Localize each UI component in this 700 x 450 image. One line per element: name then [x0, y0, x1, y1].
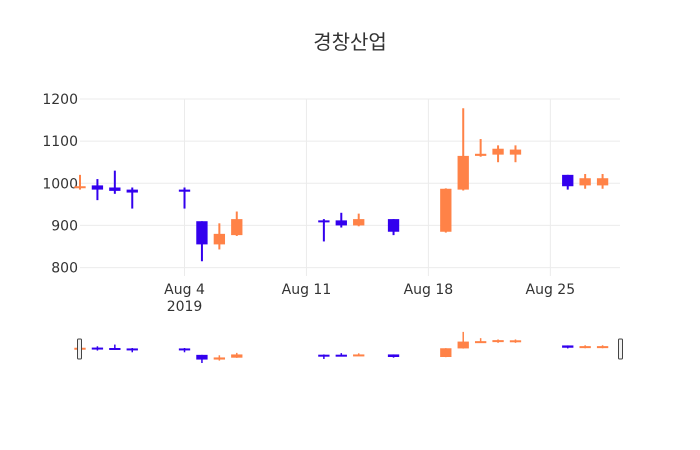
slider-candle-up	[457, 331, 469, 349]
candle-body	[213, 233, 226, 245]
x-tick-label: Aug 4	[164, 282, 205, 298]
candle-body	[109, 348, 121, 350]
candle-body	[509, 340, 522, 343]
candle-body	[91, 185, 104, 190]
slider-candle-up	[596, 345, 609, 349]
candle-body	[178, 189, 191, 192]
y-tick-label: 800	[51, 261, 78, 277]
candle-down	[387, 219, 400, 236]
gridlines	[80, 98, 620, 276]
candle-body	[509, 149, 522, 155]
y-axis-tick-labels: 800 900 1000 1100 1200	[42, 92, 78, 277]
range-slider-left-handle[interactable]	[77, 338, 82, 360]
candle-up	[492, 145, 504, 163]
slider-candle-down	[318, 354, 330, 359]
x-tick-year-label: 2019	[167, 299, 203, 315]
x-tick-label: Aug 11	[282, 282, 332, 298]
candle-body	[562, 345, 574, 348]
slider-candle-up	[492, 339, 504, 343]
candle-up	[579, 174, 591, 189]
candle-body	[196, 354, 208, 360]
chart-title: 경창산업	[313, 30, 387, 54]
range-slider-right-handle[interactable]	[618, 338, 623, 360]
candle-body	[457, 155, 469, 190]
candle-up	[474, 139, 487, 157]
candle-body	[231, 219, 243, 236]
range-slider-track[interactable]	[80, 330, 620, 366]
candle-body	[353, 354, 365, 357]
y-tick-label: 900	[51, 218, 78, 234]
candle-body	[213, 357, 226, 360]
candle-body	[231, 354, 243, 358]
candle-body	[596, 346, 609, 349]
candle-down	[178, 187, 191, 209]
candle-body	[492, 340, 504, 343]
slider-candle-up	[440, 348, 452, 358]
y-tick-label: 1100	[42, 134, 78, 150]
candle-body	[126, 348, 138, 351]
candle-body	[109, 187, 121, 191]
range-slider-preview-series	[74, 331, 609, 363]
candle-body	[335, 220, 347, 226]
candle-body	[440, 348, 452, 357]
candle-body	[492, 148, 504, 155]
candle-body	[596, 178, 609, 186]
x-tick-label: Aug 25	[526, 282, 576, 298]
candle-body	[387, 219, 400, 232]
candle-up	[231, 211, 243, 236]
candle-up	[596, 174, 609, 189]
slider-candle-down	[91, 346, 104, 351]
candle-down	[318, 219, 330, 242]
slider-candle-down	[562, 345, 574, 349]
slider-candle-down	[335, 353, 347, 357]
slider-candle-down	[178, 348, 191, 353]
candle-body	[440, 188, 452, 232]
candle-down	[126, 187, 138, 209]
candlestick-series	[74, 108, 609, 262]
slider-candle-up	[509, 339, 522, 343]
candle-down	[109, 170, 121, 194]
range-slider[interactable]	[74, 330, 623, 366]
candle-body	[126, 189, 138, 193]
candle-body	[318, 354, 330, 357]
candle-body	[196, 221, 208, 245]
candle-body	[579, 178, 591, 186]
candle-body	[335, 354, 347, 357]
candle-up	[509, 145, 522, 163]
y-tick-label: 1200	[42, 92, 78, 108]
candle-body	[474, 153, 487, 156]
candle-body	[562, 174, 574, 187]
x-tick-label: Aug 18	[404, 282, 454, 298]
candle-body	[579, 346, 591, 349]
slider-candle-up	[213, 355, 226, 361]
slider-candle-up	[474, 338, 487, 344]
y-tick-label: 1000	[42, 176, 78, 192]
candle-up	[457, 108, 469, 191]
candle-body	[457, 341, 469, 349]
slider-candle-down	[196, 354, 208, 363]
candle-body	[474, 341, 487, 344]
candle-down	[562, 174, 574, 190]
slider-candle-up	[353, 353, 365, 357]
slider-candle-down	[126, 348, 138, 353]
candle-body	[91, 347, 104, 350]
slider-candle-up	[579, 345, 591, 349]
candle-body	[353, 219, 365, 226]
candle-up	[213, 223, 226, 250]
candle-down	[196, 221, 208, 262]
candle-body	[318, 220, 330, 223]
candle-up	[440, 188, 452, 233]
candle-body	[178, 348, 191, 351]
candle-up	[353, 213, 365, 227]
slider-candle-up	[231, 352, 243, 358]
candle-up	[74, 174, 86, 190]
candle-body	[387, 354, 400, 357]
candle-down	[91, 179, 104, 201]
candle-body	[74, 186, 86, 189]
slider-candle-down	[109, 344, 121, 350]
candle-down	[335, 212, 347, 228]
slider-candle-down	[387, 354, 400, 358]
